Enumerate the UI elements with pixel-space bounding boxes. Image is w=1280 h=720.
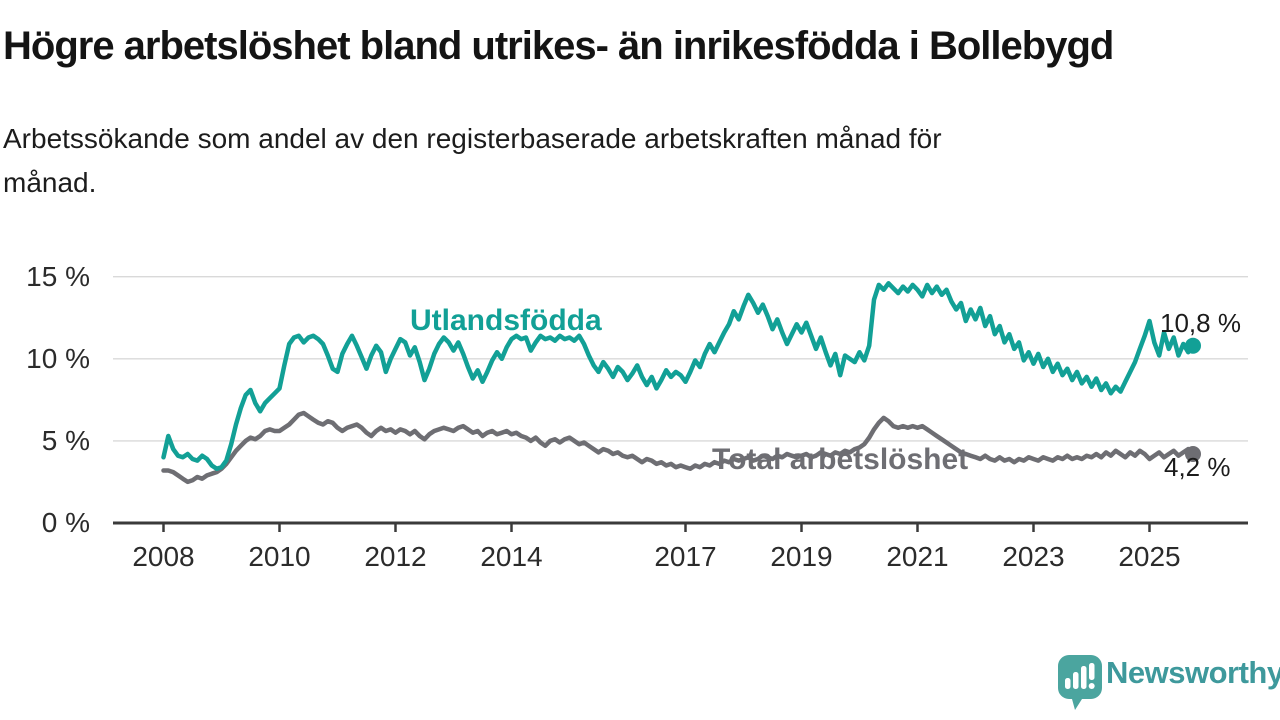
x-axis-tick-label: 2025 (1118, 541, 1181, 572)
x-axis-tick-label: 2023 (1002, 541, 1065, 572)
y-axis-tick-label: 5 % (41, 424, 90, 456)
series-label-total-arbetsloshet: Total arbetslöshet (712, 443, 969, 476)
x-axis-tick-label: 2012 (364, 541, 427, 572)
end-value-label-total-arbetsloshet: 4,2 % (1164, 452, 1231, 482)
chart-subtitle: Arbetssökande som andel av den registerb… (3, 117, 1203, 205)
chart-subtitle-line-2: månad. (3, 167, 97, 198)
x-axis-tick-label: 2021 (886, 541, 949, 572)
y-axis-tick-label: 0 % (41, 507, 90, 538)
x-axis-tick-label: 2008 (132, 541, 195, 572)
newsworthy-brand-text: Newsworthy (1106, 655, 1280, 690)
x-axis-tick-label: 2019 (770, 541, 833, 572)
chart-title: Högre arbetslöshet bland utrikes- än inr… (3, 24, 1114, 68)
end-value-label-utlandsfodda: 10,8 % (1160, 308, 1241, 338)
x-axis-tick-label: 2010 (248, 541, 311, 572)
y-axis-tick-label: 15 % (26, 260, 90, 292)
y-axis-tick-label: 10 % (26, 342, 90, 374)
x-axis-tick-label: 2017 (654, 541, 717, 572)
newsworthy-logo-icon (1058, 655, 1102, 710)
x-axis-tick-label: 2014 (480, 541, 543, 572)
series-label-utlandsfodda: Utlandsfödda (410, 304, 602, 337)
chart-subtitle-line-1: Arbetssökande som andel av den registerb… (3, 123, 942, 154)
